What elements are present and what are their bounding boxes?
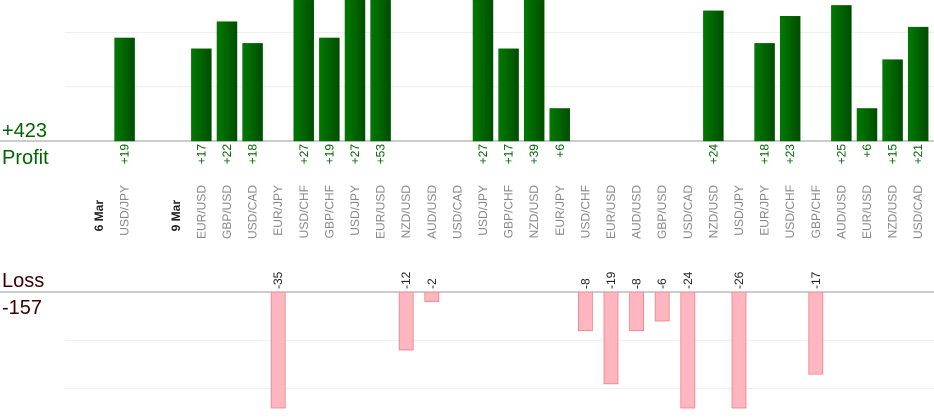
loss-label: -17 <box>809 271 823 289</box>
pair-label: GBP/CHF <box>322 185 336 238</box>
pair-label: NZD/USD <box>886 185 900 239</box>
pair-label: USD/CAD <box>450 185 464 239</box>
pair-label: USD/JPY <box>348 185 362 236</box>
profit-label: +6 <box>553 144 567 158</box>
pair-label: USD/CAD <box>911 185 925 239</box>
loss-bar <box>603 291 619 385</box>
profit-bar <box>293 0 315 142</box>
profit-total: +423 <box>2 120 47 142</box>
profit-bar <box>779 16 801 142</box>
profit-label: +18 <box>246 144 260 165</box>
profit-title: Profit <box>2 147 49 169</box>
pair-label: EUR/USD <box>374 185 388 239</box>
profit-label: +6 <box>860 144 874 158</box>
date-label: 6 Mar <box>92 200 106 232</box>
profit-bar <box>370 0 391 142</box>
loss-bar <box>629 291 644 332</box>
profit-label: +53 <box>374 144 388 165</box>
profit-label: +18 <box>758 144 772 165</box>
profit-label: +25 <box>834 144 848 165</box>
loss-label: -26 <box>732 271 746 289</box>
profit-bar <box>191 48 212 142</box>
profit-bar <box>523 0 545 142</box>
profit-label: +24 <box>706 144 720 165</box>
pair-label: USD/CHF <box>783 185 797 238</box>
loss-label: -8 <box>578 278 592 289</box>
loss-label: -6 <box>655 278 669 289</box>
loss-label: -2 <box>425 278 439 289</box>
profit-label: +27 <box>476 144 490 165</box>
profit-label: +23 <box>783 144 797 165</box>
profit-label: +17 <box>502 144 516 165</box>
pair-label: GBP/USD <box>220 185 234 239</box>
loss-label: -12 <box>399 271 413 289</box>
profit-bar <box>319 37 340 142</box>
loss-label: -19 <box>604 271 618 289</box>
pair-label: NZD/USD <box>706 185 720 239</box>
pair-label: AUD/USD <box>425 185 439 239</box>
profit-bar <box>498 48 519 142</box>
profit-label: +15 <box>886 144 900 165</box>
pair-label: NZD/USD <box>399 185 413 239</box>
loss-bar <box>578 291 593 332</box>
profit-bar <box>882 59 903 142</box>
loss-title: Loss <box>2 270 44 292</box>
profit-label: +22 <box>220 144 234 165</box>
pair-label: EUR/USD <box>194 185 208 239</box>
profit-bar <box>703 10 724 142</box>
pair-label: GBP/USD <box>655 185 669 239</box>
date-label: 9 Mar <box>169 200 183 232</box>
profit-label: +17 <box>194 144 208 165</box>
profit-bar <box>344 0 366 142</box>
pair-label: USD/JPY <box>118 185 132 236</box>
pair-label: EUR/JPY <box>553 185 567 236</box>
loss-bar <box>808 291 824 375</box>
profit-bar <box>472 0 494 142</box>
profit-label: +21 <box>911 144 925 165</box>
loss-bar <box>731 291 747 409</box>
profit-bar <box>907 26 929 142</box>
loss-bar <box>270 291 286 409</box>
loss-bar <box>654 291 670 322</box>
profit-bar <box>549 108 571 142</box>
loss-label: -8 <box>630 278 644 289</box>
loss-bar <box>680 291 696 409</box>
loss-total: -157 <box>2 297 42 319</box>
pair-label: EUR/USD <box>604 185 618 239</box>
profit-label: +27 <box>348 144 362 165</box>
profit-label: +27 <box>297 144 311 165</box>
profit-label: +19 <box>322 144 336 165</box>
loss-bar <box>398 291 414 351</box>
pair-label: GBP/CHF <box>809 185 823 238</box>
profit-bar <box>856 108 878 142</box>
pair-label: USD/JPY <box>476 185 490 236</box>
pair-label: AUD/USD <box>834 185 848 239</box>
pair-label: USD/CHF <box>297 185 311 238</box>
pair-label: USD/CAD <box>246 185 260 239</box>
loss-bar <box>424 291 440 303</box>
pair-label: EUR/JPY <box>271 185 285 236</box>
pair-label: EUR/USD <box>860 185 874 239</box>
profit-bar <box>114 37 135 142</box>
pair-label: EUR/JPY <box>758 185 772 236</box>
pair-label: USD/CAD <box>681 185 695 239</box>
profit-bar <box>831 5 852 142</box>
pair-label: USD/JPY <box>732 185 746 236</box>
pair-label: GBP/CHF <box>502 185 516 238</box>
profit-label: +19 <box>118 144 132 165</box>
loss-label: -24 <box>681 271 695 289</box>
pair-label: NZD/USD <box>527 185 541 239</box>
loss-label: -35 <box>271 271 285 289</box>
profit-bar <box>242 43 263 142</box>
pair-label: AUD/USD <box>630 185 644 239</box>
pair-label: USD/CHF <box>578 185 592 238</box>
profit-bar <box>754 43 775 142</box>
profit-label: +39 <box>527 144 541 165</box>
profit-bar <box>216 21 238 142</box>
